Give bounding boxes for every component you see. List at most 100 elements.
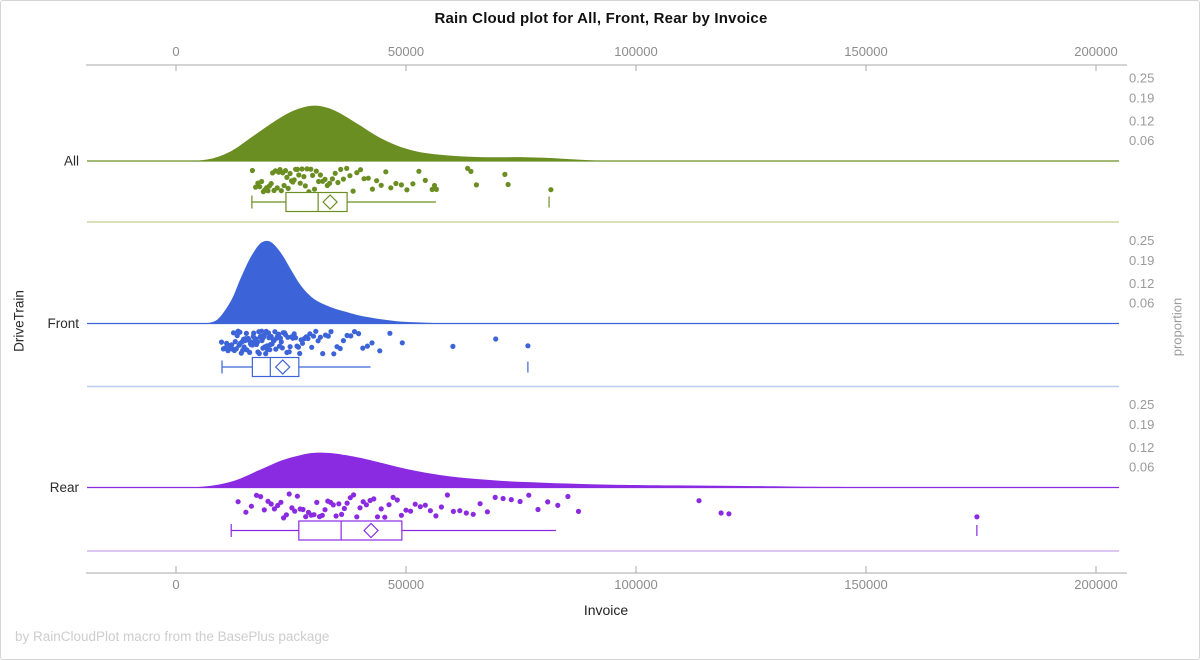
rain-point: [364, 343, 370, 349]
rain-point: [261, 332, 267, 338]
rain-point: [253, 492, 260, 498]
rain-point: [282, 168, 289, 174]
rain-point: [317, 334, 323, 340]
rain-point: [348, 333, 354, 339]
rain-point: [320, 351, 326, 357]
rain-point: [299, 340, 306, 346]
y-axis-label-drivetrain: DriveTrain: [11, 290, 27, 352]
x-axis-top-tick-label: 50000: [388, 44, 424, 59]
rain-point: [258, 494, 264, 500]
rain-point: [265, 330, 272, 336]
rain-point: [261, 507, 267, 513]
rain-point: [263, 351, 269, 357]
rain-point: [325, 333, 331, 339]
box-iqr-rear: [298, 520, 403, 541]
x-axis-bottom-tick-label: 100000: [614, 577, 657, 592]
rain-point: [278, 188, 284, 194]
rain-point: [293, 335, 299, 341]
rain-point: [317, 172, 323, 178]
rain-point: [319, 512, 325, 518]
rain-point: [422, 502, 428, 508]
rain-point: [338, 166, 344, 172]
rain-point: [500, 495, 506, 502]
rain-point: [256, 350, 262, 357]
category-label-front: Front: [47, 316, 79, 331]
rain-point: [301, 174, 307, 180]
rain-point: [243, 509, 249, 515]
rain-point: [299, 166, 305, 172]
rain-point: [492, 494, 498, 500]
rain-point: [309, 344, 315, 350]
rain-point: [363, 502, 369, 508]
rain-point: [555, 502, 561, 508]
rain-point: [303, 514, 309, 520]
rain-point: [354, 170, 360, 176]
rain-point: [468, 168, 474, 174]
rain-point: [398, 512, 404, 518]
proportion-tick-label-all: 0.25: [1129, 71, 1154, 86]
rain-point: [313, 328, 319, 334]
rain-point: [268, 501, 274, 507]
rain-point: [388, 185, 394, 191]
rain-point: [545, 499, 551, 505]
rain-point: [278, 499, 284, 505]
rain-point: [248, 503, 254, 509]
rain-point: [477, 501, 483, 507]
rain-point: [357, 167, 364, 173]
rain-point: [433, 513, 439, 519]
rain-point: [470, 511, 476, 517]
rain-point: [295, 344, 301, 350]
rain-point: [502, 171, 508, 177]
rain-point: [333, 513, 339, 519]
rain-point: [344, 500, 350, 506]
rain-point: [286, 491, 292, 497]
rain-point: [347, 173, 353, 179]
rain-point: [285, 185, 291, 191]
rain-point: [350, 188, 356, 194]
rain-point: [548, 187, 554, 193]
box-mean-diamond-rear: [363, 522, 379, 539]
rain-point: [394, 497, 400, 503]
rain-point: [234, 333, 240, 339]
rain-point: [351, 329, 358, 335]
rain-point: [249, 167, 255, 174]
rain-point: [218, 339, 225, 345]
rain-point: [291, 177, 297, 183]
rain-point: [287, 170, 293, 177]
rain-point: [267, 347, 273, 353]
rain-point: [354, 514, 360, 520]
rain-point: [371, 496, 377, 502]
rain-point: [696, 498, 702, 504]
rain-point: [473, 182, 479, 188]
rain-point: [281, 182, 287, 189]
proportion-tick-label-all: 0.06: [1129, 133, 1154, 148]
rain-point: [416, 168, 422, 174]
proportion-tick-label-front: 0.25: [1129, 233, 1154, 248]
rain-point: [438, 504, 444, 510]
rain-points-all: [249, 165, 554, 195]
rain-point: [390, 494, 396, 500]
rain-point: [351, 492, 357, 498]
y-axis-label-proportion: proportion: [1169, 297, 1185, 357]
rain-point: [311, 512, 317, 518]
rain-point: [457, 508, 463, 514]
rain-point: [399, 340, 405, 346]
rain-point: [505, 181, 511, 188]
category-label-rear: Rear: [50, 480, 80, 495]
rain-point: [412, 501, 418, 507]
rain-point: [292, 508, 298, 514]
x-axis-top-tick-label: 150000: [844, 44, 887, 59]
rain-point: [340, 338, 346, 344]
rain-point: [230, 330, 237, 336]
rain-point: [565, 493, 571, 500]
rain-point: [316, 178, 322, 185]
rain-point: [382, 514, 388, 520]
rain-point: [463, 510, 469, 516]
rain-point: [243, 330, 249, 336]
proportion-tick-label-front: 0.19: [1129, 253, 1154, 268]
rain-point: [259, 178, 265, 185]
rain-point: [718, 510, 724, 516]
rain-point: [247, 349, 253, 355]
proportion-tick-label-front: 0.12: [1129, 276, 1154, 291]
rain-point: [271, 506, 277, 512]
